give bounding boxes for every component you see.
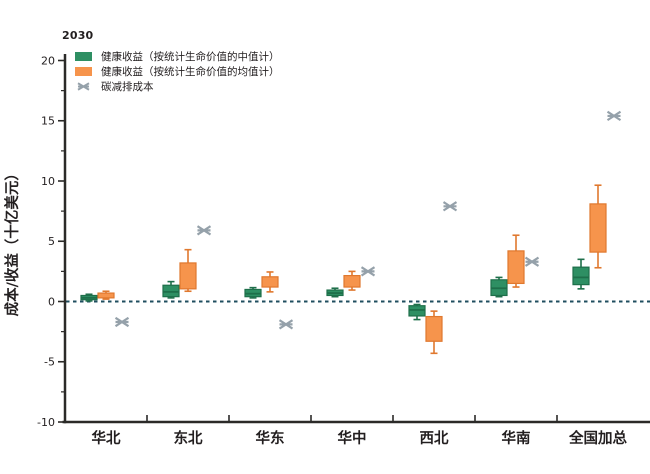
- chart-legend: 2030 健康收益（按统计生命价值的中值计） 健康收益（按统计生命价值的均值计）…: [62, 29, 280, 94]
- box: [162, 284, 180, 298]
- x-category-label: 西北: [420, 430, 449, 447]
- x-category-label: 华中: [338, 429, 367, 447]
- y-tick-label: 20: [41, 54, 55, 67]
- box: [179, 262, 197, 290]
- box: [261, 276, 279, 288]
- x-marker: [524, 256, 540, 267]
- box: [408, 305, 426, 317]
- box: [572, 266, 590, 286]
- box: [507, 250, 525, 285]
- legend-rows: 健康收益（按统计生命价值的中值计） 健康收益（按统计生命价值的均值计） 碳减排成…: [75, 49, 280, 94]
- x-marker: [360, 266, 376, 277]
- y-tick-label: 5: [48, 235, 55, 248]
- x-category-label: 华东: [256, 429, 285, 447]
- legend-item-abatement-cost: 碳减排成本: [75, 79, 280, 94]
- legend-item-mean-vsl: 健康收益（按统计生命价值的均值计）: [75, 64, 280, 79]
- legend-item-median-vsl: 健康收益（按统计生命价值的中值计）: [75, 49, 280, 64]
- orange-box-swatch: [75, 67, 92, 76]
- legend-label: 碳减排成本: [101, 81, 154, 93]
- x-category-label: 东北: [174, 429, 203, 447]
- x-category-label: 全国加总: [568, 429, 627, 447]
- x-category-label: 华北: [92, 429, 121, 447]
- legend-label: 健康收益（按统计生命价值的均值计）: [101, 66, 280, 78]
- x-marker-icon: [75, 81, 92, 92]
- x-marker: [278, 319, 294, 330]
- x-marker: [442, 201, 458, 212]
- y-tick-label: -10: [37, 416, 55, 429]
- legend-title: 2030: [62, 29, 94, 42]
- x-marker: [196, 225, 212, 236]
- legend-label: 健康收益（按统计生命价值的中值计）: [101, 51, 280, 63]
- x-marker: [114, 316, 130, 328]
- green-box-swatch: [75, 52, 92, 61]
- y-tick-label: 15: [41, 115, 55, 128]
- box: [97, 292, 115, 299]
- x-category-label: 华南: [502, 429, 531, 447]
- y-tick-label: -5: [44, 356, 55, 369]
- y-tick-label: 0: [48, 295, 55, 308]
- x-marker: [606, 110, 622, 122]
- box: [343, 274, 361, 288]
- box: [589, 203, 607, 253]
- box: [425, 315, 443, 342]
- y-tick-label: 10: [41, 175, 55, 188]
- y-axis-label: 成本/收益（十亿美元）: [3, 166, 21, 316]
